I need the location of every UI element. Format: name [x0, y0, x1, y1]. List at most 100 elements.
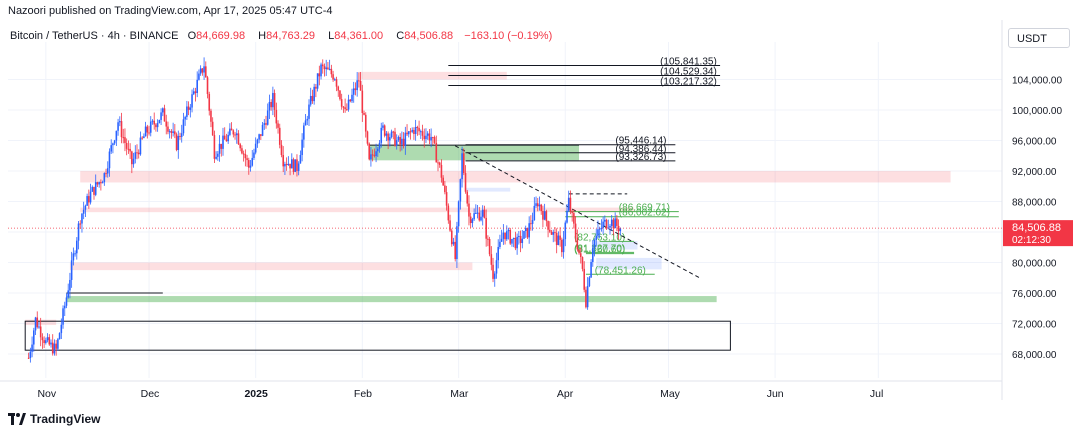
candle-body: [91, 186, 94, 192]
candle-body: [595, 235, 598, 241]
candle-body: [31, 344, 33, 352]
candle-body: [610, 219, 613, 226]
candle-body: [423, 135, 426, 140]
candle-body: [463, 153, 465, 174]
candle-body: [158, 119, 161, 123]
candle-body: [394, 131, 396, 146]
open-label: O: [187, 30, 197, 42]
y-tick-label: 76,000.00: [1012, 289, 1057, 300]
zone-blue: [596, 241, 638, 250]
candle-body: [306, 118, 309, 121]
candle-body: [110, 145, 112, 152]
candle-body: [514, 237, 517, 249]
candle-body: [574, 223, 577, 238]
candle-body: [198, 73, 200, 80]
candle-body: [162, 108, 164, 113]
candle-body: [208, 93, 211, 111]
candle-body: [531, 220, 534, 224]
candle-body: [82, 209, 85, 214]
candle-body: [122, 137, 125, 139]
candle-body: [389, 137, 391, 141]
candle-body: [507, 229, 510, 232]
candle-body: [201, 68, 204, 73]
candle-body: [27, 357, 30, 359]
candle-body: [48, 337, 51, 345]
y-tick-label: 72,000.00: [1012, 320, 1057, 331]
candle-body: [536, 203, 539, 207]
candle-body: [175, 134, 178, 150]
candle-body: [390, 131, 393, 138]
x-tick-label: Jul: [870, 388, 883, 400]
candle-body: [174, 131, 176, 135]
candle-body: [165, 121, 168, 127]
candle-body: [590, 261, 592, 278]
tradingview-logo-icon: [8, 413, 26, 425]
candle-body: [356, 80, 358, 91]
candle-body: [268, 101, 271, 111]
candle-body: [586, 286, 589, 308]
current-price-label: 84,506.88: [1012, 222, 1061, 234]
candle-body: [569, 197, 572, 212]
candle-body: [309, 95, 312, 105]
y-tick-label: 80,000.00: [1012, 259, 1057, 270]
candle-body: [272, 92, 274, 108]
candle-body: [354, 88, 357, 91]
level-label: (94,386.44): [615, 144, 666, 155]
candle-body: [524, 227, 527, 232]
candle-body: [378, 142, 381, 149]
candle-body: [585, 289, 587, 308]
level-label: (95,446.14): [615, 136, 666, 147]
candle-body: [592, 247, 594, 262]
candle-body: [94, 182, 97, 195]
candle-body: [475, 212, 477, 214]
candle-body: [229, 128, 231, 135]
candle-body: [364, 114, 367, 132]
candle-body: [576, 237, 579, 250]
candle-body: [50, 342, 52, 345]
candle-body: [63, 305, 66, 309]
candle-body: [280, 144, 283, 156]
candle-body: [93, 186, 95, 195]
candle-body: [600, 227, 603, 229]
candle-body: [416, 126, 419, 128]
currency-button[interactable]: USDT: [1008, 28, 1070, 48]
candle-body: [278, 127, 281, 145]
candle-body: [89, 191, 92, 203]
candle-body: [550, 231, 553, 235]
candle-body: [265, 123, 267, 125]
tradingview-logo: TradingView: [8, 412, 100, 426]
candle-body: [172, 131, 174, 133]
candle-body: [253, 152, 255, 158]
candle-body: [323, 66, 326, 70]
candle-body: [509, 229, 512, 244]
candle-body: [516, 236, 518, 249]
candle-body: [573, 213, 575, 224]
candle-body: [481, 209, 484, 217]
candle-body: [234, 134, 236, 136]
candle-body: [187, 106, 190, 110]
candle-body: [335, 79, 338, 87]
candle-body: [210, 110, 212, 122]
level-label: (104,529.34): [660, 66, 717, 77]
candle-body: [471, 219, 474, 224]
candle-body: [148, 132, 150, 134]
candle-body: [139, 137, 142, 155]
candle-body: [153, 120, 155, 125]
candle-body: [385, 133, 388, 136]
candle-body: [315, 86, 317, 89]
candle-body: [167, 126, 169, 132]
symbol-legend: Bitcoin / TetherUS · 4h · BINANCE O84,66…: [10, 30, 552, 42]
grid-lines: [8, 42, 1002, 378]
level-label: (93,326.73): [615, 152, 666, 163]
candle-body: [473, 213, 475, 220]
candle-body: [292, 159, 295, 172]
candle-body: [476, 212, 479, 214]
level-label: (105,841.35): [660, 56, 717, 67]
candle-body: [330, 68, 333, 75]
candle-body: [179, 135, 181, 137]
candle-body: [562, 239, 565, 253]
candle-body: [69, 279, 71, 291]
candle-body: [88, 196, 90, 203]
candle-body: [251, 157, 254, 166]
